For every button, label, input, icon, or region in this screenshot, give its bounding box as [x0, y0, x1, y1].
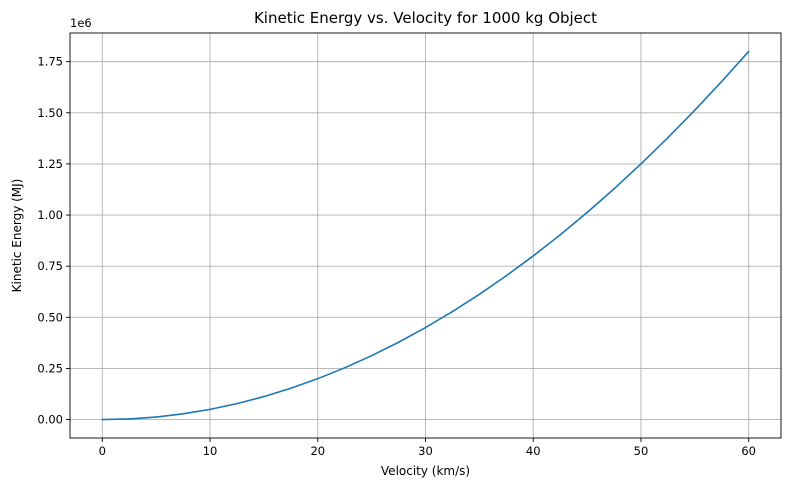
chart-title: Kinetic Energy vs. Velocity for 1000 kg … [254, 9, 597, 27]
y-tick-label: 0.25 [37, 361, 63, 375]
data-point [316, 377, 319, 380]
data-point [101, 418, 104, 421]
x-tick-label: 10 [203, 444, 218, 458]
y-tick-label: 0.50 [37, 310, 63, 324]
x-tick-label: 40 [526, 444, 541, 458]
x-axis-label: Velocity (km/s) [381, 464, 470, 478]
data-point [263, 395, 265, 398]
y-tick-label: 1.00 [37, 208, 63, 222]
data-point [694, 109, 696, 112]
y-tick-label: 1.25 [37, 157, 63, 171]
data-point [236, 402, 238, 405]
data-point [182, 413, 184, 415]
data-point [343, 367, 346, 369]
x-tick-label: 0 [99, 444, 106, 458]
data-point [747, 50, 750, 53]
y-axis-ticks: 0.00 0.25 0.50 0.75 1.00 1.25 1.50 1.75 [37, 55, 70, 427]
y-tick-label: 0.75 [37, 259, 63, 273]
data-point [478, 293, 481, 296]
data-point [451, 310, 454, 313]
y-tick-label: 1.75 [37, 55, 63, 69]
x-tick-label: 30 [418, 444, 433, 458]
data-point [209, 408, 211, 411]
data-point [640, 163, 642, 165]
data-point [532, 255, 535, 257]
x-tick-label: 50 [634, 444, 649, 458]
data-point [505, 274, 508, 277]
data-point [290, 387, 292, 390]
data-point [720, 80, 723, 83]
y-axis-label: Kinetic Energy (MJ) [10, 179, 24, 293]
series-layer [101, 50, 750, 421]
x-tick-label: 20 [310, 444, 325, 458]
y-tick-label: 0.00 [37, 413, 63, 427]
data-point [586, 211, 588, 214]
data-point [128, 418, 131, 420]
data-point [397, 341, 400, 344]
x-tick-label: 60 [741, 444, 756, 458]
y-axis-offset-label: 1e6 [70, 16, 92, 30]
y-tick-label: 1.50 [37, 106, 63, 120]
data-point [613, 188, 615, 190]
data-point [155, 416, 157, 418]
data-point [424, 326, 427, 329]
data-point [667, 136, 669, 139]
x-axis-ticks: 0 10 20 30 40 50 60 [99, 438, 756, 458]
data-point [559, 234, 561, 236]
grid [70, 33, 781, 438]
data-point [370, 354, 373, 357]
